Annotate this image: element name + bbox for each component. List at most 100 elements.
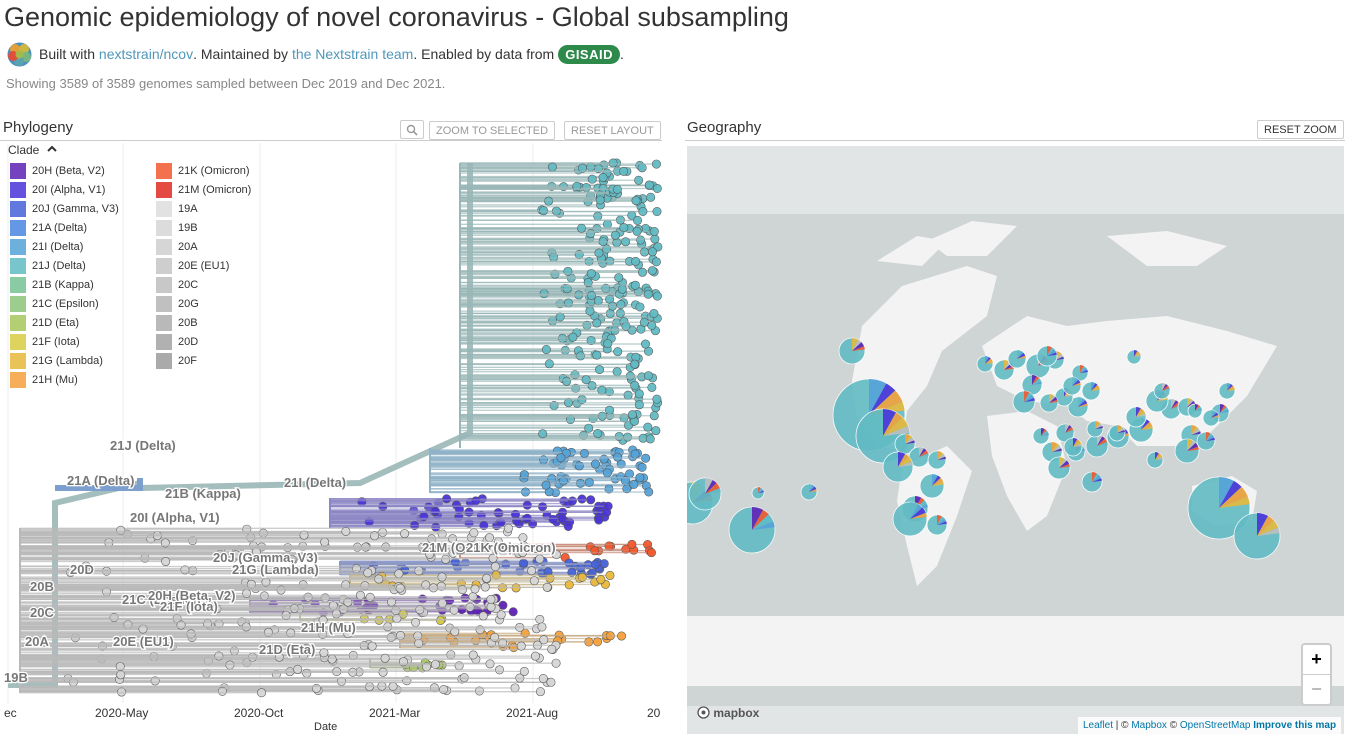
legend-item[interactable]: 20A <box>156 239 198 255</box>
legend-label: 20I (Alpha, V1) <box>32 184 106 196</box>
legend-swatch <box>156 258 172 274</box>
legend-swatch <box>156 296 172 312</box>
map-pie-wedge <box>758 487 763 493</box>
tree-tip <box>318 629 328 639</box>
built-with-text: Built with <box>39 46 96 62</box>
legend-swatch <box>10 372 26 388</box>
legend-item[interactable]: 21G (Lambda) <box>10 353 103 369</box>
legend-item[interactable]: 21B (Kappa) <box>10 277 94 293</box>
map-pie-wedge <box>869 383 896 415</box>
nextstrain-logo-icon[interactable] <box>6 41 33 68</box>
map-pie-wedge <box>898 456 912 467</box>
legend-item[interactable]: 21F (Iota) <box>10 334 80 350</box>
legend-item[interactable]: 21M (Omicron) <box>156 182 251 198</box>
maintained-by-text: . Maintained by <box>193 46 289 62</box>
legend-item[interactable]: 20D <box>156 334 198 350</box>
map-pie-wedge <box>1032 378 1042 385</box>
map-pie-wedge <box>1049 399 1058 403</box>
tree-tip <box>612 367 622 377</box>
tree-tip <box>299 530 309 540</box>
tree-tip <box>587 290 597 300</box>
osm-link[interactable]: OpenStreetMap <box>1179 720 1251 731</box>
tree-tip <box>437 572 447 582</box>
tree-tip <box>413 631 423 641</box>
map-pie-wedge <box>937 518 947 525</box>
legend-item[interactable]: 20J (Gamma, V3) <box>10 201 119 217</box>
geography-map[interactable] <box>687 146 1344 734</box>
attribution-sep-1: | © <box>1113 720 1132 731</box>
zoom-to-selected-button[interactable]: ZOOM TO SELECTED <box>429 121 556 140</box>
x-axis-tick-label: 2020-May <box>95 706 149 720</box>
legend-item[interactable]: 21J (Delta) <box>10 258 86 274</box>
map-pie-wedge <box>1134 352 1141 357</box>
x-axis-tick-label: 2020-Oct <box>234 706 284 720</box>
map-pie-wedge <box>1041 433 1049 436</box>
map-pie-wedge <box>919 453 929 457</box>
legend-swatch <box>156 163 172 179</box>
legend-item[interactable]: 21H (Mu) <box>10 372 78 388</box>
legend-item[interactable]: 21D (Eta) <box>10 315 79 331</box>
legend-item[interactable]: 19B <box>156 220 198 236</box>
legend-item[interactable]: 20G <box>156 296 199 312</box>
tree-tip <box>430 659 440 669</box>
tree-tip <box>602 507 612 517</box>
legend-toggle[interactable]: Clade <box>8 143 58 157</box>
gisaid-logo[interactable]: GISAID <box>558 44 620 64</box>
map-pie-wedge <box>910 507 926 519</box>
map-pie-wedge <box>910 502 919 519</box>
tree-tip <box>651 257 661 267</box>
map-pie-wedge <box>937 521 947 525</box>
team-link[interactable]: the Nextstrain team <box>291 46 414 62</box>
map-pie-wedge <box>1191 426 1199 435</box>
phylogeny-tree[interactable]: 21J (Delta) 21A (Delta) 21B (Kappa) 21I (De… <box>0 143 664 739</box>
map-pie-wedge <box>937 515 942 525</box>
legend-item[interactable]: 20B <box>156 315 198 331</box>
tree-tip <box>510 683 520 693</box>
map-pie-wedge <box>752 509 769 530</box>
map-pie-wedge <box>1206 433 1213 441</box>
legend-item[interactable]: 21K (Omicron) <box>156 163 250 179</box>
tree-tip <box>535 554 545 564</box>
tree-tip <box>541 480 551 490</box>
world-map[interactable] <box>687 146 1344 734</box>
map-pie-wedge <box>1136 410 1146 417</box>
tree-tip <box>567 496 577 506</box>
land-mass <box>927 221 1017 256</box>
reset-zoom-button[interactable]: RESET ZOOM <box>1257 120 1344 139</box>
tree-tip <box>590 459 600 469</box>
branch-label: 20E (EU1) <box>113 634 174 649</box>
repo-link[interactable]: nextstrain/ncov <box>98 46 194 62</box>
reset-layout-button[interactable]: RESET LAYOUT <box>564 121 661 140</box>
map-pie-wedge <box>1141 421 1153 430</box>
tree-tip <box>530 651 540 661</box>
byline: Built with nextstrain/ncov. Maintained b… <box>6 40 624 68</box>
map-pie-wedge <box>1206 437 1215 441</box>
tree-tip <box>535 687 545 697</box>
mapbox-logo[interactable]: mapbox <box>697 706 759 720</box>
map-pie-wedge <box>705 483 720 494</box>
legend-item[interactable]: 20C <box>156 277 198 293</box>
legend-item[interactable]: 20H (Beta, V2) <box>10 163 105 179</box>
legend-item[interactable]: 21I (Delta) <box>10 239 83 255</box>
map-pie-wedge <box>1078 397 1083 407</box>
tree-tip <box>649 411 659 421</box>
improve-map-link[interactable]: Improve this map <box>1253 720 1337 731</box>
legend-item[interactable]: 21A (Delta) <box>10 220 87 236</box>
legend-item[interactable]: 20I (Alpha, V1) <box>10 182 105 198</box>
map-pie-wedge <box>1065 424 1070 433</box>
map-pie-wedge <box>1017 355 1026 359</box>
leaflet-link[interactable]: Leaflet <box>1083 720 1114 731</box>
zoom-magnifier-button[interactable] <box>400 120 424 139</box>
legend-item[interactable]: 20F <box>156 353 197 369</box>
mapbox-link[interactable]: Mapbox <box>1131 720 1167 731</box>
zoom-in-button[interactable]: + <box>1303 645 1330 675</box>
legend-item[interactable]: 21C (Epsilon) <box>10 296 99 312</box>
tree-tip <box>584 423 594 433</box>
chevron-up-icon <box>46 145 57 152</box>
legend-item[interactable]: 20E (EU1) <box>156 258 229 274</box>
tree-tip <box>439 685 449 695</box>
legend-item[interactable]: 19A <box>156 201 198 217</box>
map-pie-wedge <box>1206 434 1215 441</box>
map-pie-wedge <box>1055 356 1064 360</box>
zoom-out-button[interactable]: − <box>1311 679 1322 699</box>
